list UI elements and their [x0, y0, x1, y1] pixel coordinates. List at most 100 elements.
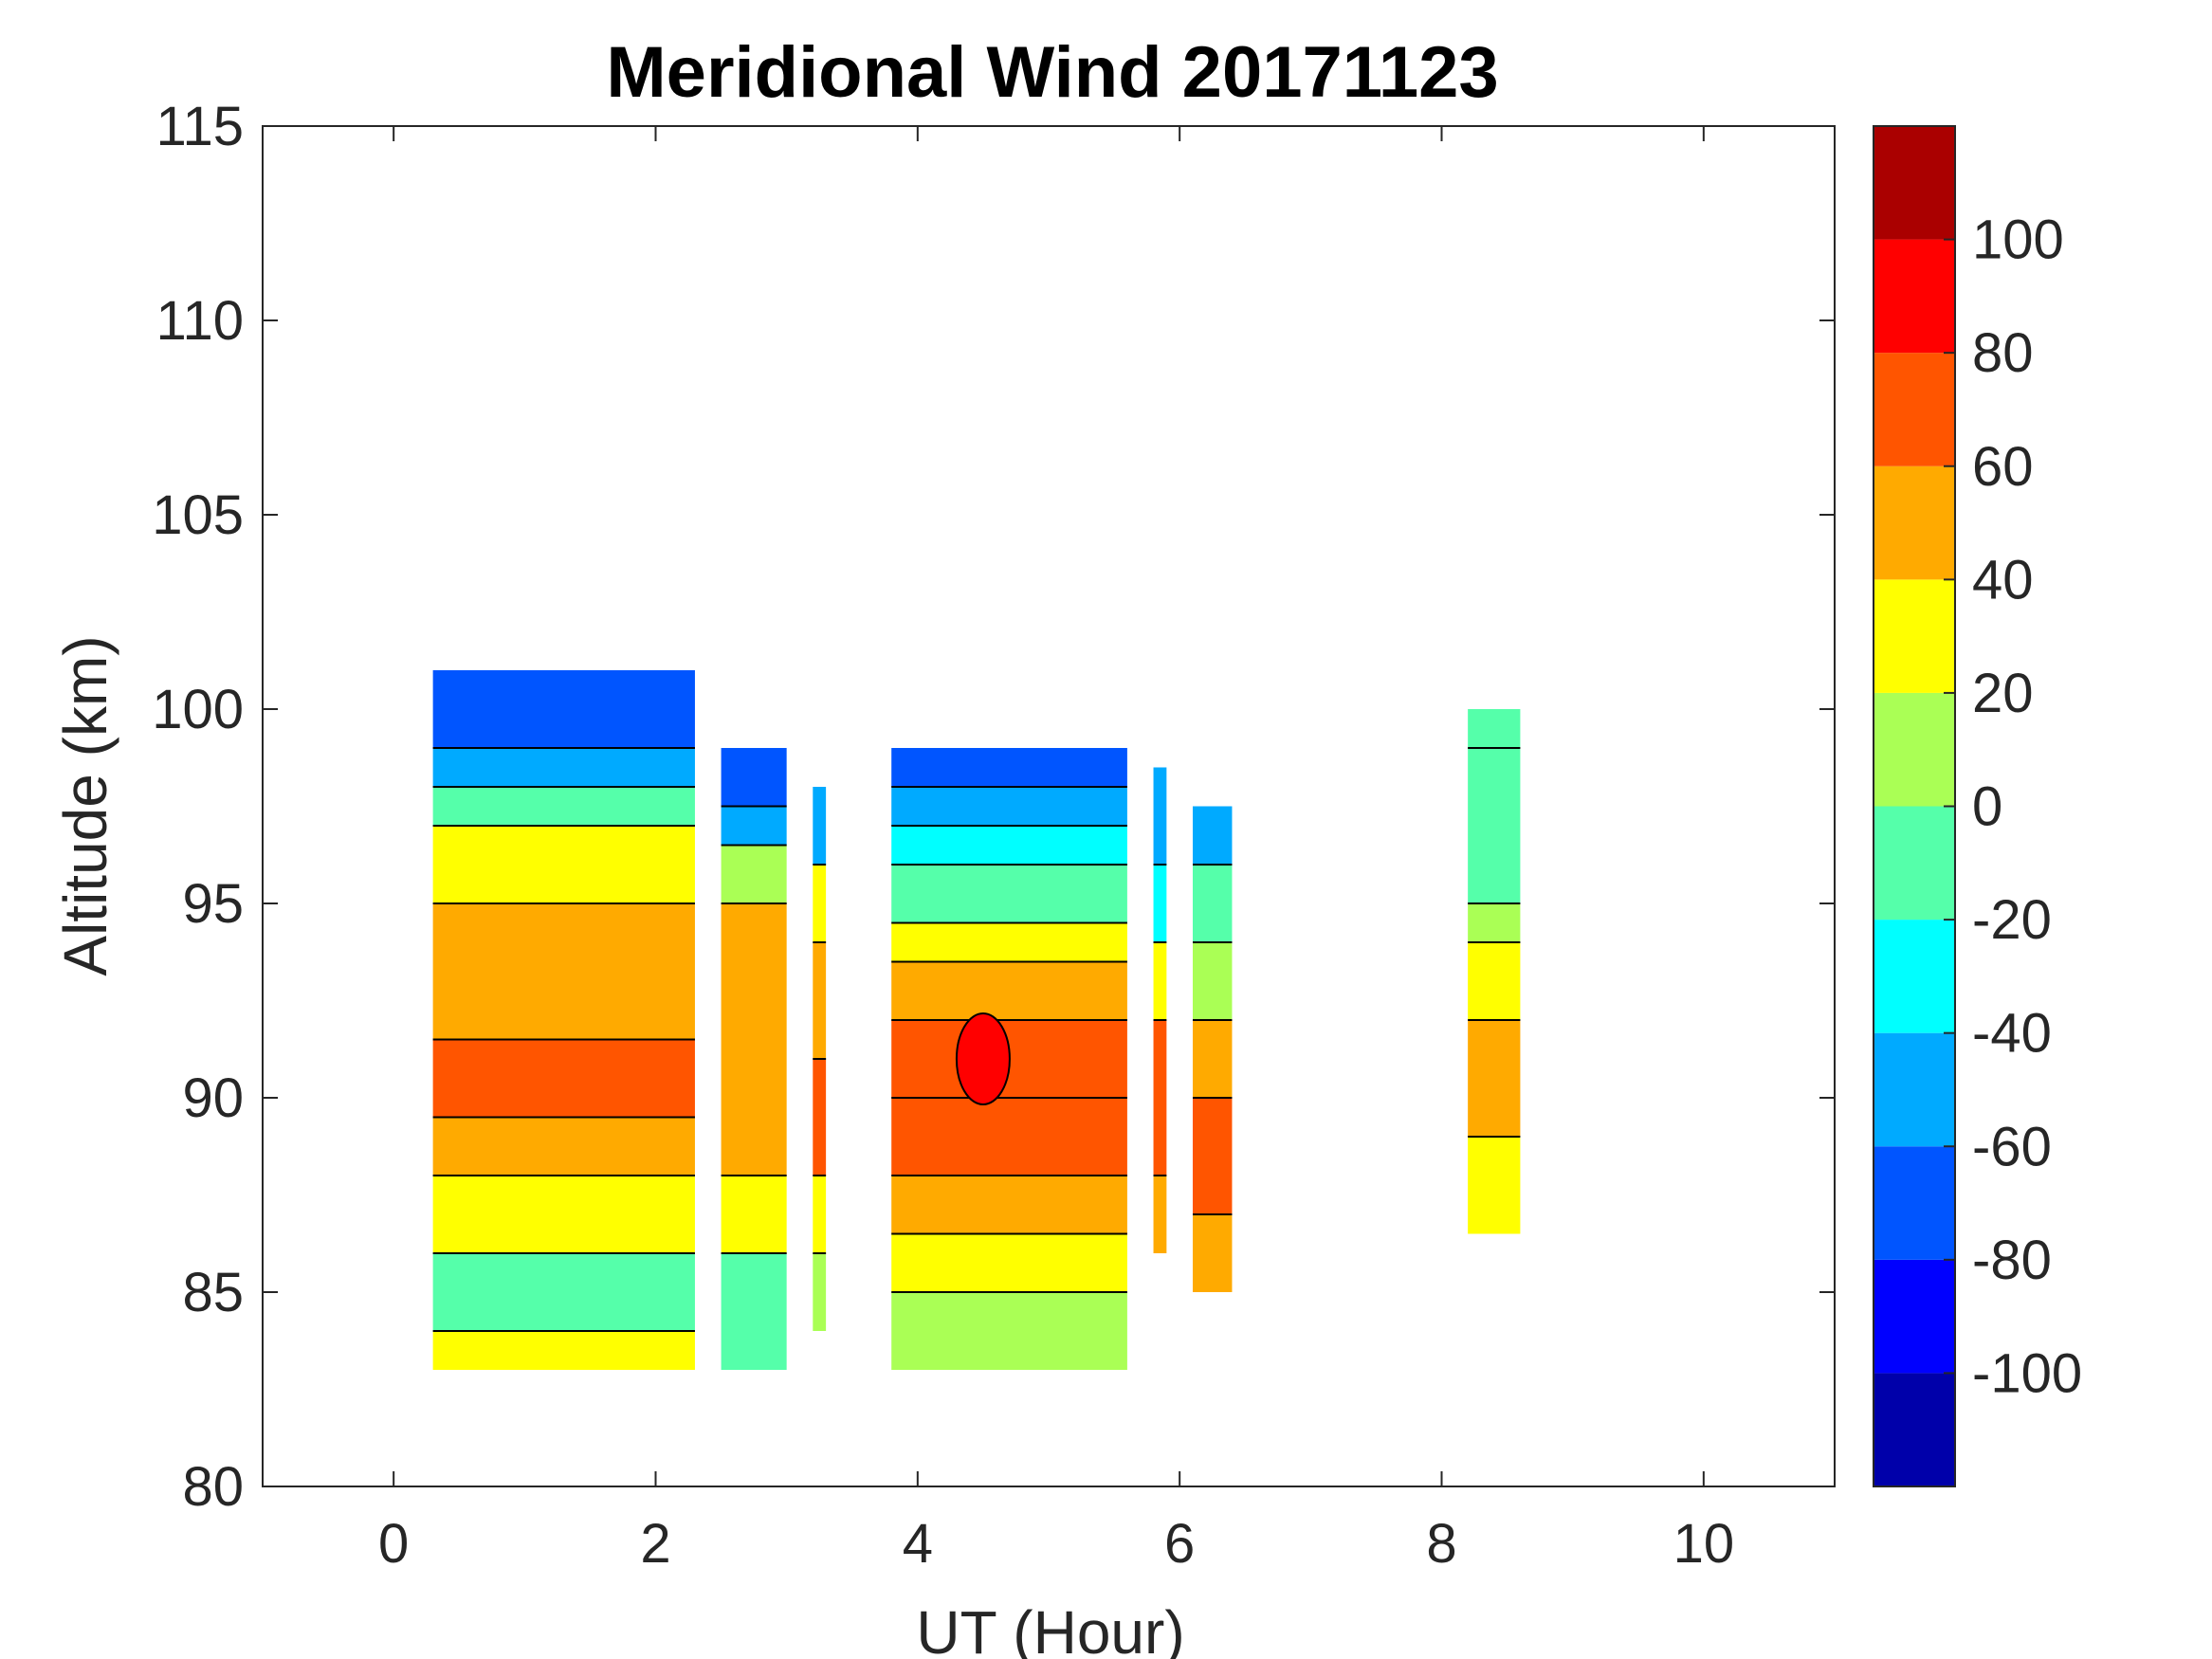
- y-tick-label: 90: [182, 1067, 244, 1129]
- colorbar-tick-label: -40: [1972, 1003, 2052, 1065]
- wind-band: [891, 1098, 1127, 1176]
- data-column-3: [891, 748, 1127, 1370]
- y-axis-label: Altitude (km): [51, 635, 119, 975]
- colorbar-tick-label: 20: [1972, 663, 2034, 724]
- wind-band: [1468, 942, 1521, 1020]
- data-column-6: [1468, 709, 1521, 1234]
- wind-band: [1192, 1214, 1233, 1292]
- wind-band: [1153, 865, 1167, 942]
- wind-band: [1153, 767, 1167, 865]
- wind-band: [1468, 903, 1521, 942]
- colorbar-segment: [1874, 126, 1955, 240]
- y-tick-label: 110: [156, 290, 244, 352]
- x-tick-label: 6: [1164, 1513, 1195, 1575]
- wind-band: [891, 1233, 1127, 1292]
- colorbar-segment: [1874, 1032, 1955, 1147]
- colorbar-segment: [1874, 465, 1955, 580]
- wind-band: [1192, 865, 1233, 942]
- y-tick-label: 105: [152, 484, 244, 546]
- colorbar-tick-label: -20: [1972, 889, 2052, 951]
- wind-band: [1468, 709, 1521, 748]
- wind-band: [432, 903, 695, 1040]
- wind-band: [432, 1176, 695, 1253]
- wind-band: [813, 942, 827, 1059]
- x-tick-label: 2: [640, 1513, 670, 1575]
- wind-band: [721, 748, 787, 807]
- wind-band: [1153, 942, 1167, 1020]
- colorbar-segment: [1874, 1146, 1955, 1260]
- colorbar-segment: [1874, 692, 1955, 807]
- wind-band: [1468, 1020, 1521, 1137]
- wind-band: [1192, 1020, 1233, 1098]
- wind-band: [891, 826, 1127, 865]
- wind-band: [1468, 1137, 1521, 1234]
- x-tick-label: 10: [1673, 1513, 1735, 1575]
- wind-band: [891, 865, 1127, 923]
- x-tick-label: 8: [1426, 1513, 1456, 1575]
- wind-band: [891, 1292, 1127, 1370]
- data-column-2: [813, 787, 827, 1331]
- wind-band: [813, 787, 827, 865]
- wind-band: [432, 1253, 695, 1331]
- wind-band: [432, 1117, 695, 1176]
- wind-band: [813, 865, 827, 942]
- y-tick-label: 80: [182, 1456, 244, 1518]
- data-column-1: [721, 748, 787, 1370]
- wind-band: [1192, 1098, 1233, 1214]
- colorbar-ticks: -100 -80 -60 -40 -20 0 20 40 60 80 100: [1944, 210, 2082, 1404]
- x-axis-label: UT (Hour): [916, 1598, 1184, 1659]
- x-tick-label: 0: [378, 1513, 409, 1575]
- wind-band: [721, 845, 787, 903]
- wind-band: [721, 1253, 787, 1370]
- colorbar-tick-label: 60: [1972, 436, 2034, 498]
- wind-band: [813, 1253, 827, 1331]
- wind-band: [1192, 806, 1233, 865]
- colorbar-tick-label: -100: [1972, 1342, 2082, 1404]
- wind-band: [1153, 1176, 1167, 1253]
- wind-band: [891, 961, 1127, 1020]
- x-tick-label: 4: [903, 1513, 933, 1575]
- data-column-4: [1153, 767, 1167, 1253]
- wind-band: [432, 1039, 695, 1118]
- colorbar-segment: [1874, 806, 1955, 921]
- wind-band: [891, 1176, 1127, 1234]
- wind-band: [813, 1176, 827, 1253]
- colorbar-tick-label: -80: [1972, 1230, 2052, 1291]
- wind-band: [721, 1176, 787, 1253]
- colorbar-segment: [1874, 353, 1955, 466]
- peak-wind-region: [955, 1012, 1011, 1105]
- wind-band: [432, 1331, 695, 1370]
- colorbar-segment: [1874, 579, 1955, 693]
- y-tick-label: 115: [156, 96, 244, 157]
- y-axis-ticks: 80 85 90 95 100 105 110 115: [152, 96, 1835, 1518]
- wind-band: [1192, 942, 1233, 1020]
- wind-band: [432, 670, 695, 748]
- plot-frame: [262, 125, 1836, 1487]
- wind-band: [891, 748, 1127, 787]
- wind-band: [1468, 748, 1521, 903]
- colorbar-segment: [1874, 1373, 1955, 1486]
- wind-band: [432, 826, 695, 903]
- y-tick-label: 100: [152, 679, 244, 740]
- colorbar: [1873, 125, 1956, 1487]
- colorbar-segment: [1874, 920, 1955, 1033]
- wind-band: [891, 922, 1127, 962]
- wind-band: [1153, 1020, 1167, 1176]
- wind-band: [721, 806, 787, 846]
- colorbar-tick-label: 0: [1972, 776, 2002, 838]
- contour-data-layer: [432, 670, 1521, 1370]
- y-tick-label: 85: [182, 1262, 244, 1323]
- wind-band: [891, 787, 1127, 826]
- colorbar-tick-label: 40: [1972, 549, 2034, 611]
- colorbar-segment: [1874, 239, 1955, 354]
- wind-band: [432, 787, 695, 826]
- colorbar-tick-label: 80: [1972, 322, 2034, 384]
- colorbar-segment: [1874, 1259, 1955, 1374]
- chart-title: Meridional Wind 20171123: [606, 32, 1498, 113]
- data-column-0: [432, 670, 695, 1370]
- x-axis-ticks: 0 2 4 6 8 10: [378, 126, 1734, 1575]
- wind-band: [432, 748, 695, 787]
- colorbar-tick-label: 100: [1972, 210, 2064, 271]
- y-tick-label: 95: [182, 873, 244, 935]
